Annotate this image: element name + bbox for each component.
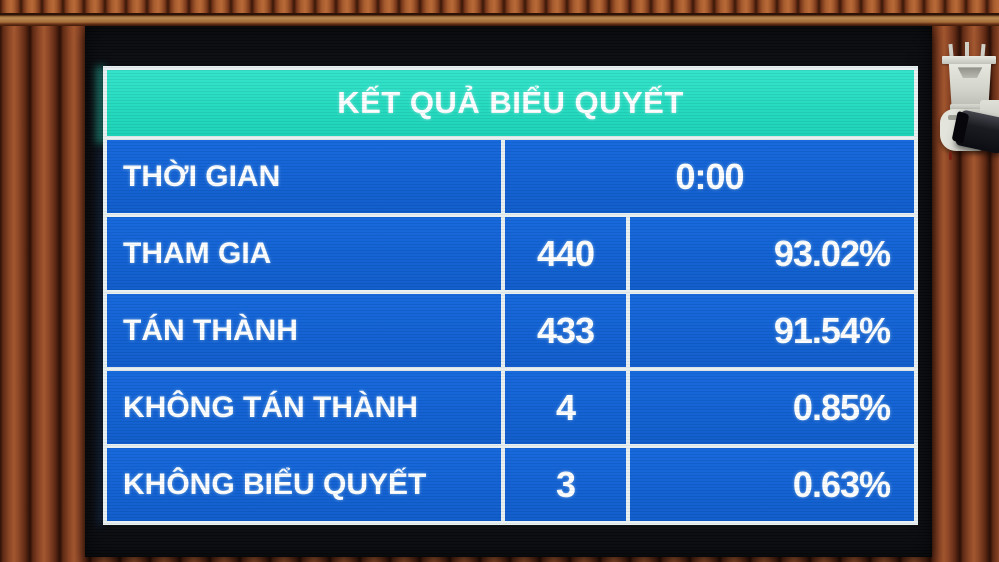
camera-mount-housing — [948, 64, 992, 106]
security-camera — [936, 38, 999, 170]
row-label-khong-tan-thanh: KHÔNG TÁN THÀNH — [107, 371, 501, 444]
row-percent-khong-bieu-quyet: 0.63% — [630, 448, 914, 521]
row-percent-khong-tan-thanh: 0.85% — [630, 371, 914, 444]
voting-results-table: KẾT QUẢ BIỂU QUYẾT THỜI GIAN 0:00 THAM G… — [103, 66, 918, 525]
row-label-tham-gia: THAM GIA — [107, 217, 501, 290]
camera-mount-prong — [965, 42, 969, 57]
wooden-rail — [0, 13, 999, 26]
row-percent-tan-thanh: 91.54% — [630, 294, 914, 367]
screen-glow-teal — [96, 66, 105, 144]
row-count-khong-tan-thanh: 4 — [505, 371, 626, 444]
wooden-slat-wall-top — [0, 0, 999, 14]
wall-stain — [949, 152, 952, 160]
row-label-khong-bieu-quyet: KHÔNG BIỂU QUYẾT — [107, 448, 501, 521]
row-count-khong-bieu-quyet: 3 — [505, 448, 626, 521]
row-value-time: 0:00 — [505, 140, 914, 213]
row-count-tham-gia: 440 — [505, 217, 626, 290]
row-count-tan-thanh: 433 — [505, 294, 626, 367]
camera-mount-plate — [942, 56, 996, 64]
camera-neck-ring — [950, 104, 990, 111]
row-label-tan-thanh: TÁN THÀNH — [107, 294, 501, 367]
voting-led-screen: KẾT QUẢ BIỂU QUYẾT THỜI GIAN 0:00 THAM G… — [85, 26, 932, 557]
row-label-time: THỜI GIAN — [107, 140, 501, 213]
row-percent-tham-gia: 93.02% — [630, 217, 914, 290]
table-title: KẾT QUẢ BIỂU QUYẾT — [107, 70, 914, 136]
screen-glow-blue — [97, 148, 104, 526]
